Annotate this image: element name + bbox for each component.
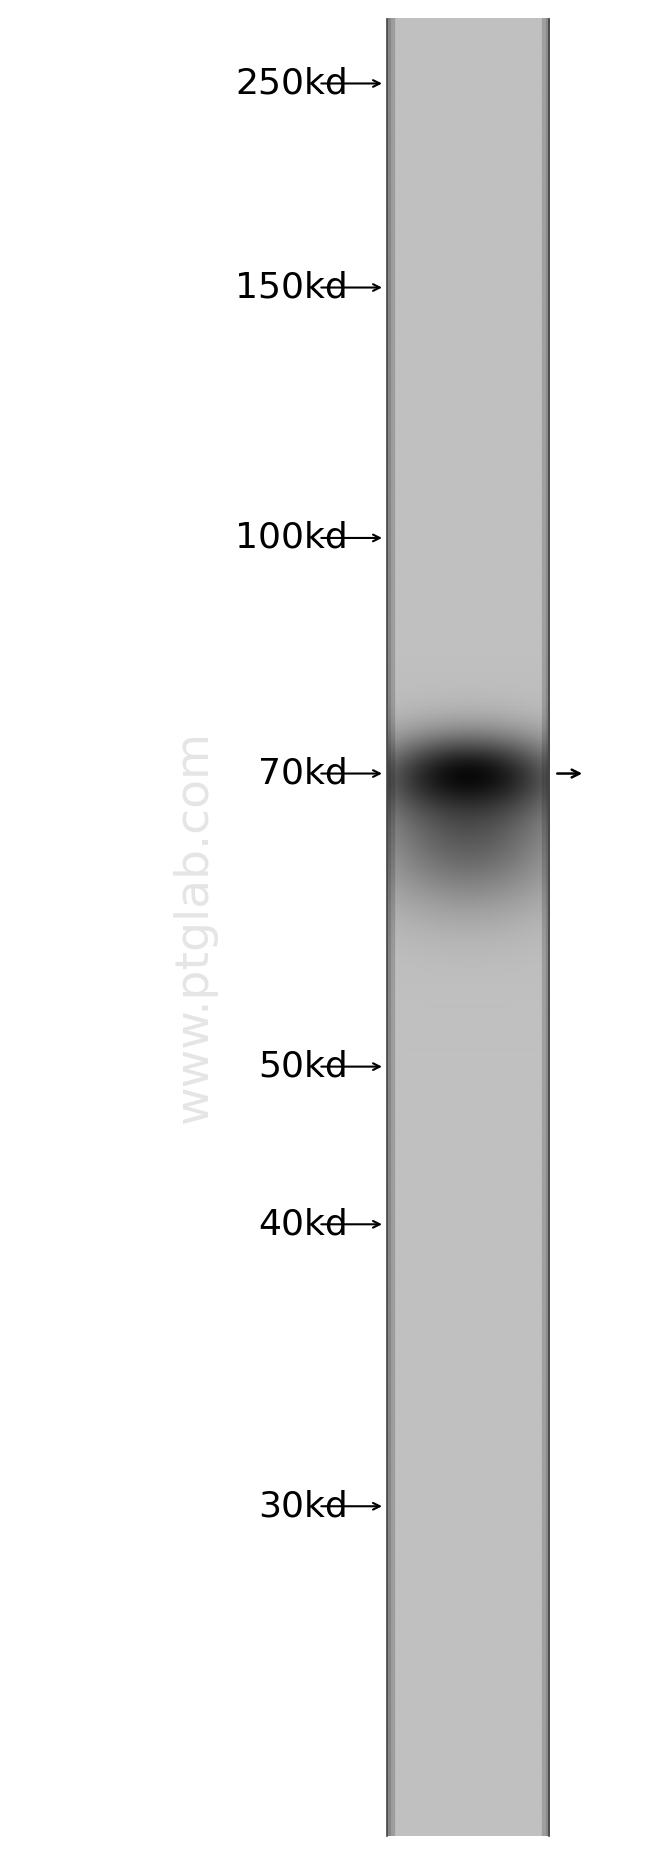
Text: 150kd: 150kd [235, 271, 348, 304]
Text: 100kd: 100kd [235, 521, 348, 555]
Text: 50kd: 50kd [258, 1050, 348, 1083]
Text: 30kd: 30kd [258, 1490, 348, 1523]
Text: www.ptglab.com: www.ptglab.com [172, 731, 218, 1124]
Text: 70kd: 70kd [258, 757, 348, 790]
Text: 250kd: 250kd [235, 67, 348, 100]
Text: 40kd: 40kd [258, 1208, 348, 1241]
